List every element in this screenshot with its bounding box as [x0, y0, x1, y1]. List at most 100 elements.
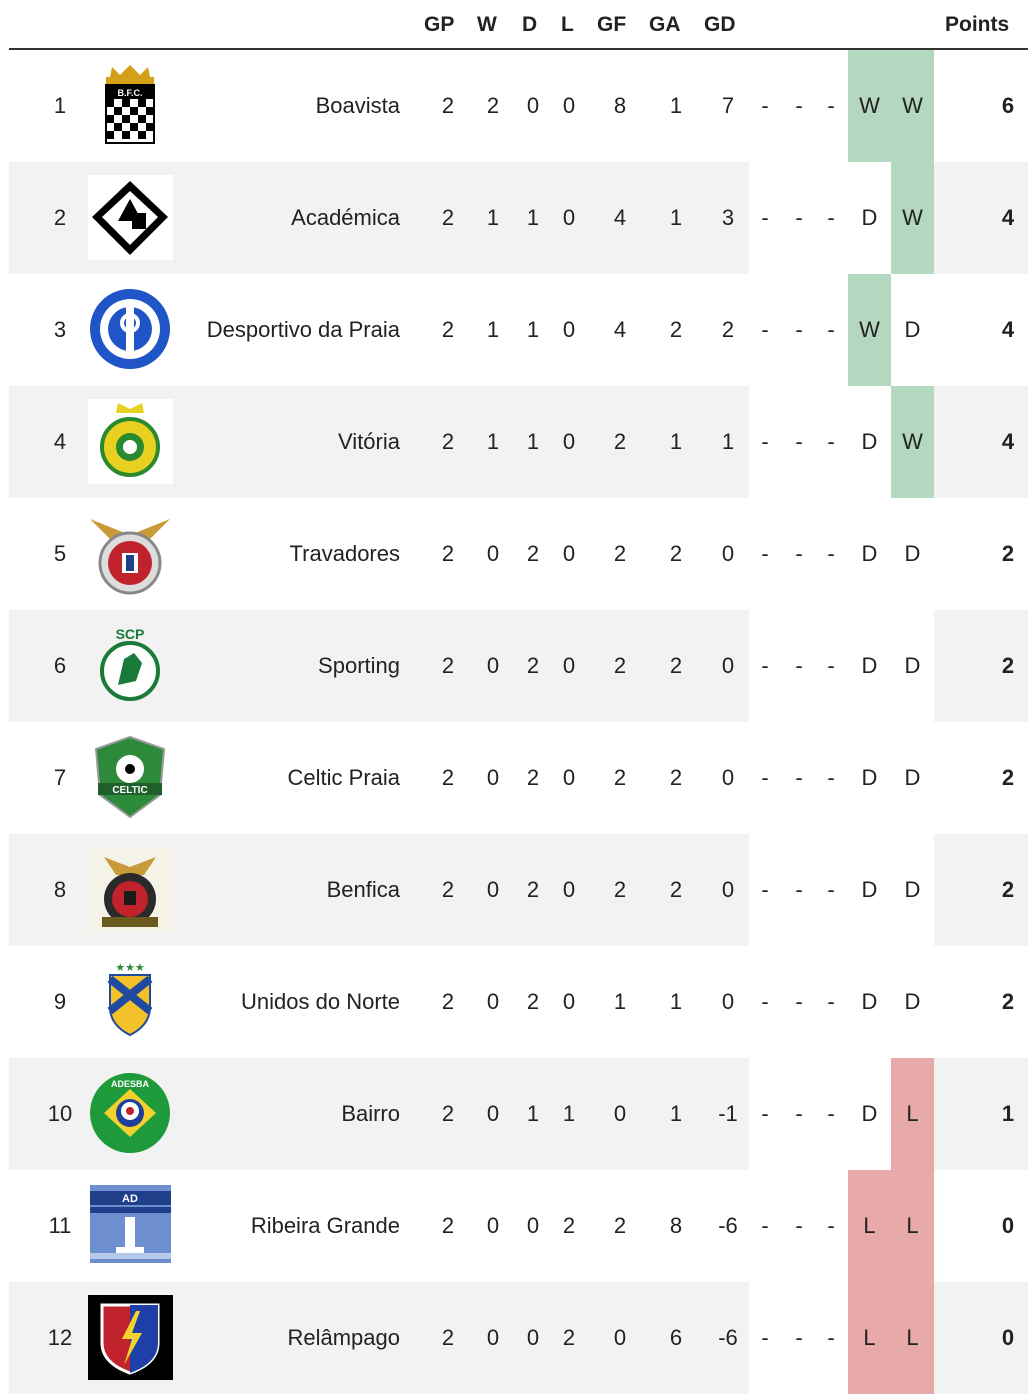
- cell-f1: -: [761, 205, 769, 230]
- cell-f2: -: [795, 877, 803, 902]
- form-result: D: [861, 877, 878, 902]
- form-result: L: [848, 1282, 891, 1394]
- cell-d: 2: [526, 765, 540, 790]
- cell-gd: 1: [721, 429, 735, 454]
- cell-f1: -: [761, 989, 769, 1014]
- cell-w: 1: [486, 429, 500, 454]
- header-w: W: [477, 13, 497, 36]
- cell-pos: 1: [53, 93, 67, 118]
- team-name: Académica: [291, 205, 400, 230]
- cell-gd: 0: [721, 541, 735, 566]
- form-result: D: [904, 317, 921, 342]
- cell-d: 1: [526, 317, 540, 342]
- cell-d: 2: [526, 653, 540, 678]
- header-gf: GF: [597, 13, 627, 36]
- team-name: Travadores: [289, 541, 400, 566]
- cell-l: 2: [562, 1213, 576, 1238]
- cell-pos: 7: [53, 765, 67, 790]
- header-divider: [9, 48, 1028, 50]
- team-name: Bairro: [341, 1101, 400, 1126]
- cell-gd: 0: [721, 877, 735, 902]
- cell-d: 1: [526, 205, 540, 230]
- cell-points: 0: [1001, 1213, 1015, 1238]
- cell-d: 1: [526, 1101, 540, 1126]
- cell-l: 0: [562, 93, 576, 118]
- cell-d: 2: [526, 541, 540, 566]
- cell-f2: -: [795, 541, 803, 566]
- form-result: L: [891, 1282, 934, 1394]
- cell-f2: -: [795, 1101, 803, 1126]
- cell-f3: -: [827, 989, 835, 1014]
- form-result: W: [891, 386, 934, 498]
- form-result: L: [891, 1058, 934, 1170]
- cell-f2: -: [795, 765, 803, 790]
- cell-d: 1: [526, 429, 540, 454]
- form-result: D: [861, 653, 878, 678]
- header-points: Points: [945, 13, 1010, 36]
- cell-w: 0: [486, 1101, 500, 1126]
- cell-f1: -: [761, 1213, 769, 1238]
- cell-points: 4: [1001, 205, 1015, 230]
- row-stripe-points: [934, 610, 1028, 722]
- cell-gd: 0: [721, 765, 735, 790]
- cell-f3: -: [827, 1213, 835, 1238]
- cell-l: 1: [562, 1101, 576, 1126]
- cell-f2: -: [795, 989, 803, 1014]
- cell-f3: -: [827, 541, 835, 566]
- svg-text:★★★: ★★★: [115, 961, 145, 974]
- cell-gp: 2: [441, 317, 455, 342]
- row-stripe-points: [934, 834, 1028, 946]
- cell-f1: -: [761, 541, 769, 566]
- sporting-crest-icon: SCP: [88, 623, 173, 708]
- cell-points: 2: [1001, 877, 1015, 902]
- team-name: Ribeira Grande: [250, 1213, 400, 1238]
- cell-l: 2: [562, 1325, 576, 1350]
- cell-pos: 9: [53, 989, 67, 1014]
- cell-w: 1: [486, 317, 500, 342]
- cell-ga: 1: [669, 1101, 683, 1126]
- cell-points: 2: [1001, 541, 1015, 566]
- cell-points: 6: [1001, 93, 1015, 118]
- cell-pos: 8: [53, 877, 67, 902]
- travadores-crest-icon: [88, 511, 173, 596]
- bairro-crest-icon: ADESBA: [88, 1071, 173, 1156]
- cell-gp: 2: [441, 1101, 455, 1126]
- cell-gd: 0: [721, 989, 735, 1014]
- table-row: 2 2 1 1 0 4 1 3- - - Académica D W 4: [0, 162, 1034, 274]
- cell-gp: 2: [441, 429, 455, 454]
- form-result: L: [891, 1170, 934, 1282]
- cell-pos: 5: [53, 541, 67, 566]
- cell-points: 4: [1001, 429, 1015, 454]
- row-stripe-points: [934, 1282, 1028, 1394]
- cell-w: 0: [486, 765, 500, 790]
- cell-gd: -1: [718, 1101, 738, 1126]
- cell-l: 0: [562, 205, 576, 230]
- team-name: Vitória: [338, 429, 400, 454]
- cell-f2: -: [795, 93, 803, 118]
- table-row: 11 2 0 0 2 2 8 -6- - - AD Ribeira Grande L L 0: [0, 1170, 1034, 1282]
- cell-d: 0: [526, 93, 540, 118]
- svg-text:AD: AD: [122, 1193, 138, 1205]
- cell-f2: -: [795, 205, 803, 230]
- table-row: 4 2 1 1 0 2 1 1- - - Vitória D W 4: [0, 386, 1034, 498]
- svg-text:ADESBA: ADESBA: [111, 1079, 150, 1089]
- form-result: D: [904, 653, 921, 678]
- form-result: D: [861, 1101, 878, 1126]
- benfica-crest-icon: [88, 847, 173, 932]
- cell-d: 0: [526, 1213, 540, 1238]
- header-gp: GP: [424, 13, 455, 36]
- cell-gf: 2: [613, 653, 627, 678]
- cell-gf: 8: [613, 93, 627, 118]
- cell-d: 2: [526, 877, 540, 902]
- cell-l: 0: [562, 877, 576, 902]
- cell-points: 4: [1001, 317, 1015, 342]
- row-stripe-points: [934, 162, 1028, 274]
- relampago-crest-icon: [88, 1295, 173, 1380]
- cell-f1: -: [761, 429, 769, 454]
- cell-gf: 0: [613, 1325, 627, 1350]
- unidos-crest-icon: ★★★: [88, 959, 173, 1044]
- cell-ga: 2: [669, 765, 683, 790]
- form-result: D: [904, 877, 921, 902]
- cell-w: 0: [486, 1213, 500, 1238]
